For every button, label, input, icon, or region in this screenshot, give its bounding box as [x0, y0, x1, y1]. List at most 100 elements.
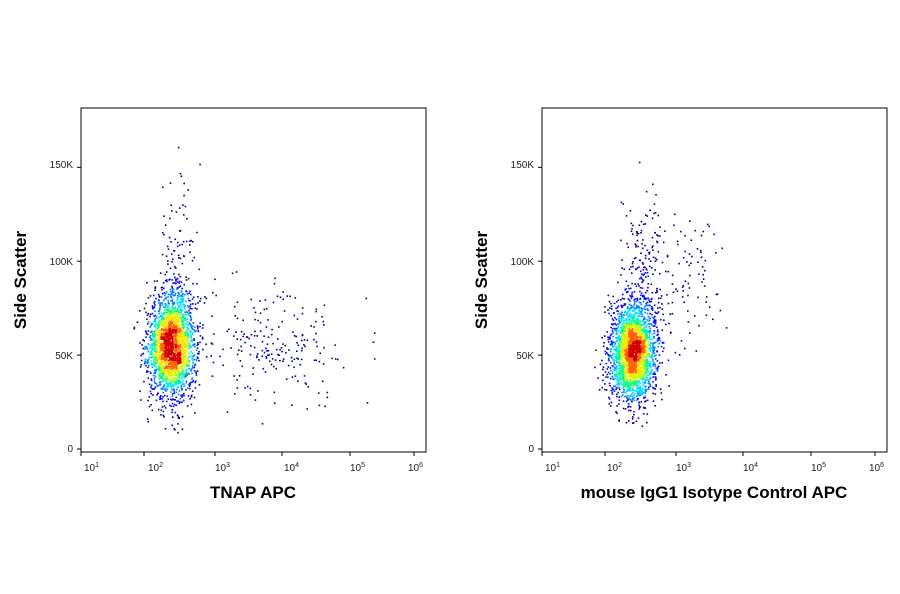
event-dot [640, 292, 643, 294]
event-dot [169, 334, 172, 336]
event-dot [169, 321, 172, 324]
event-dot [637, 369, 640, 371]
event-dot [639, 329, 641, 331]
event-dot [611, 330, 614, 332]
event-dot [167, 346, 170, 348]
event-dot [662, 241, 665, 244]
event-dot [173, 342, 175, 344]
event-dot [621, 359, 623, 361]
event-dot [161, 253, 164, 256]
event-dot [233, 375, 235, 377]
event-dot [169, 294, 171, 296]
event-dot [234, 315, 237, 317]
event-dot [627, 306, 629, 308]
event-dot [651, 246, 653, 249]
event-dot [615, 324, 617, 326]
event-dot [644, 359, 647, 362]
event-dot [177, 386, 179, 388]
event-dot [173, 360, 175, 363]
event-dot [169, 349, 172, 352]
event-dot [625, 381, 627, 383]
event-dot [181, 370, 184, 373]
event-dot [628, 358, 631, 361]
event-dot [166, 342, 168, 344]
event-dot [621, 297, 624, 300]
event-dot [646, 346, 649, 349]
event-dot [154, 350, 156, 352]
event-dot [610, 357, 613, 359]
event-dot [626, 318, 628, 321]
event-dot [190, 317, 192, 320]
event-dot [183, 373, 186, 376]
event-dot [254, 330, 256, 333]
event-dot [140, 364, 142, 366]
event-dot [161, 321, 163, 323]
event-dot [633, 372, 636, 374]
event-dot [191, 307, 193, 310]
event-dot [166, 361, 169, 363]
event-dot [184, 311, 186, 313]
event-dot [165, 375, 168, 378]
event-dot [174, 265, 176, 268]
event-dot [197, 326, 199, 328]
event-dot [618, 352, 621, 354]
event-dot [331, 357, 333, 360]
event-dot [279, 359, 281, 362]
event-dot [179, 318, 182, 321]
event-dot [653, 352, 656, 355]
event-dot [178, 337, 180, 340]
event-dot [156, 394, 158, 396]
event-dot [651, 333, 654, 335]
event-dot [645, 364, 647, 366]
event-dot [623, 327, 626, 329]
event-dot [659, 306, 661, 309]
event-dot [152, 356, 155, 358]
event-dot [254, 399, 257, 401]
event-dot [611, 354, 613, 357]
event-dot [166, 374, 169, 376]
event-dot [700, 256, 703, 258]
event-dot [607, 376, 609, 378]
event-dot [621, 306, 623, 309]
event-dot [629, 318, 631, 320]
event-dot [190, 324, 193, 326]
event-dot [160, 409, 163, 411]
event-dot [644, 353, 647, 355]
event-dot [161, 354, 163, 356]
event-dot [623, 382, 625, 385]
x-tick-label: 102 [148, 462, 163, 474]
event-dot [183, 344, 186, 346]
event-dot [638, 301, 641, 304]
event-dot [175, 365, 178, 367]
event-dot [166, 336, 168, 338]
event-dot [158, 333, 161, 336]
event-dot [657, 311, 660, 313]
event-dot [183, 355, 185, 358]
event-dot [155, 361, 158, 363]
event-dot [178, 273, 180, 276]
event-dot [635, 244, 637, 247]
event-dot [170, 354, 173, 356]
event-dot [178, 293, 180, 296]
event-dot [655, 368, 658, 370]
event-dot [301, 334, 304, 337]
event-dot [182, 379, 184, 382]
event-dot [630, 372, 632, 375]
event-dot [164, 344, 166, 347]
event-dot [624, 385, 626, 388]
event-dot [642, 340, 644, 342]
event-dot [620, 367, 622, 369]
event-dot [183, 359, 185, 362]
event-dot [179, 349, 182, 351]
event-dot [645, 297, 648, 300]
event-dot [644, 363, 646, 365]
event-dot [179, 380, 181, 383]
event-dot [629, 359, 631, 362]
event-dot [634, 367, 636, 370]
event-dot [620, 343, 622, 346]
event-dot [176, 245, 179, 248]
event-dot [253, 307, 255, 309]
event-dot [297, 358, 299, 360]
event-dot [156, 338, 158, 340]
event-dot [166, 304, 168, 306]
